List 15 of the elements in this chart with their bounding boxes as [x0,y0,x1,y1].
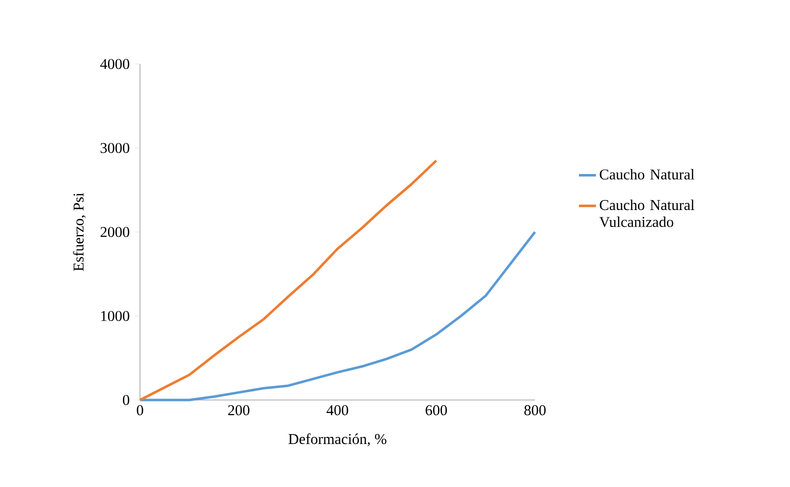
x-tick-label: 200 [228,405,250,416]
x-axis-title: Deformación, % [288,433,386,446]
y-tick-label: 4000 [100,58,130,70]
x-tick-label: 0 [136,405,144,416]
x-tick-label: 400 [326,405,348,416]
legend-label: Caucho Natural [600,168,694,180]
y-axis-title: Esfuerzo, Psi [72,192,86,271]
x-tick-label: 600 [426,405,447,416]
y-tick-label: 3000 [100,142,130,154]
x-tick-label: 800 [524,405,546,416]
y-tick-label: 1000 [101,310,130,322]
legend-label: Caucho Natural Vulcanizado [599,200,694,228]
y-tick-label: 2000 [100,226,130,238]
line-series [138,159,438,402]
y-tick-label: 0 [122,394,130,406]
